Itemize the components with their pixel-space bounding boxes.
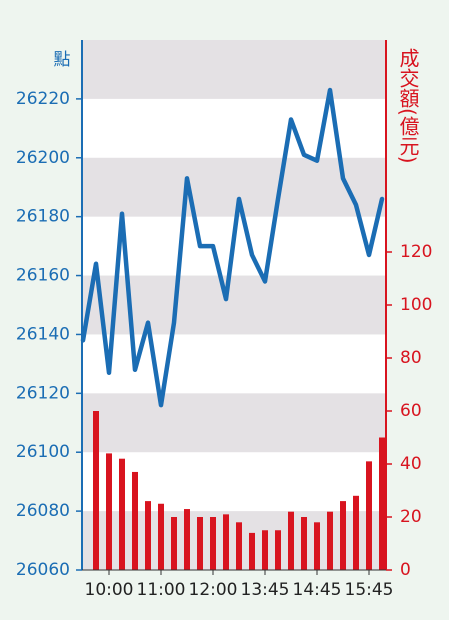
y2-tick-label: 60 (400, 401, 422, 421)
bar (119, 458, 125, 570)
y2-tick-label: 20 (400, 507, 422, 527)
x-tick-label: 12:00 (189, 580, 238, 600)
bar (340, 501, 346, 570)
bar (262, 530, 268, 570)
y2-tick-label: 100 (400, 295, 432, 315)
bar (106, 453, 112, 570)
y-tick-label: 26140 (16, 324, 70, 344)
bar (210, 517, 216, 570)
bar (327, 511, 333, 570)
bar (236, 522, 242, 570)
bar (366, 461, 372, 570)
x-tick-label: 14:45 (293, 580, 342, 600)
x-tick-label: 13:45 (241, 580, 290, 600)
y-tick-label: 26180 (16, 207, 70, 227)
x-tick-label: 11:00 (137, 580, 186, 600)
y-tick-label: 26200 (16, 148, 70, 168)
bar (93, 411, 99, 570)
y-tick-label: 26080 (16, 501, 70, 521)
y-tick-label: 26060 (16, 560, 70, 580)
bar (184, 509, 190, 570)
band (82, 393, 386, 453)
bar (314, 522, 320, 570)
bar (379, 437, 385, 570)
y2-tick-label: 120 (400, 242, 432, 262)
bar (145, 501, 151, 570)
y2-tick-label: 80 (400, 348, 422, 368)
x-tick-label: 10:00 (85, 580, 134, 600)
x-tick-label: 15:45 (345, 580, 394, 600)
bar (132, 471, 138, 570)
bar (223, 514, 229, 570)
bar (197, 517, 203, 570)
y2-axis-title: 成交額(億元) (396, 48, 420, 164)
bar (158, 503, 164, 570)
bar (353, 495, 359, 570)
y-axis-title: 點 (54, 50, 71, 70)
y-tick-label: 26160 (16, 266, 70, 286)
bar (301, 517, 307, 570)
bar (171, 517, 177, 570)
y-tick-label: 26120 (16, 383, 70, 403)
bar (288, 511, 294, 570)
bar (275, 530, 281, 570)
band (82, 157, 386, 217)
band (82, 40, 386, 99)
line (80, 87, 385, 408)
y-tick-label: 26100 (16, 442, 70, 462)
y2-tick-label: 0 (400, 560, 411, 580)
y2-tick-label: 40 (400, 454, 422, 474)
bar (249, 532, 255, 570)
y-tick-label: 26220 (16, 89, 70, 109)
